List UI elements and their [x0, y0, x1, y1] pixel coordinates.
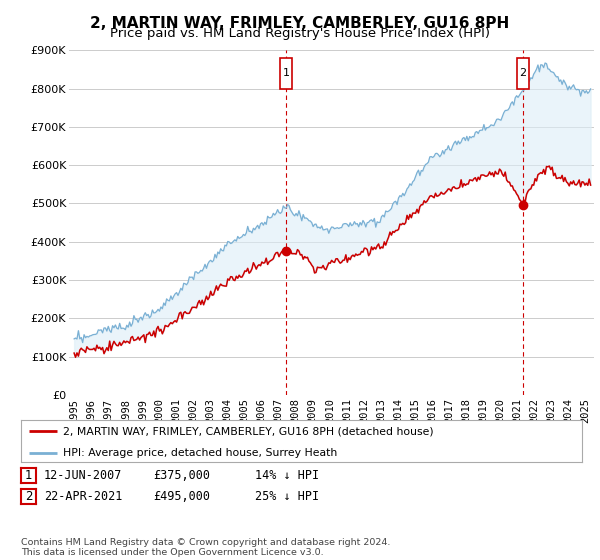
Text: 2: 2 — [25, 490, 32, 503]
FancyBboxPatch shape — [280, 58, 292, 88]
FancyBboxPatch shape — [517, 58, 529, 88]
Text: £495,000: £495,000 — [153, 490, 210, 503]
Text: 2, MARTIN WAY, FRIMLEY, CAMBERLEY, GU16 8PH (detached house): 2, MARTIN WAY, FRIMLEY, CAMBERLEY, GU16 … — [63, 426, 434, 436]
Text: 25% ↓ HPI: 25% ↓ HPI — [255, 490, 319, 503]
Text: 1: 1 — [25, 469, 32, 482]
Text: 1: 1 — [283, 68, 290, 78]
Text: Price paid vs. HM Land Registry's House Price Index (HPI): Price paid vs. HM Land Registry's House … — [110, 27, 490, 40]
Text: 12-JUN-2007: 12-JUN-2007 — [44, 469, 122, 482]
Text: 22-APR-2021: 22-APR-2021 — [44, 490, 122, 503]
Text: HPI: Average price, detached house, Surrey Heath: HPI: Average price, detached house, Surr… — [63, 448, 337, 458]
Text: Contains HM Land Registry data © Crown copyright and database right 2024.
This d: Contains HM Land Registry data © Crown c… — [21, 538, 391, 557]
Text: 14% ↓ HPI: 14% ↓ HPI — [255, 469, 319, 482]
Text: 2: 2 — [519, 68, 526, 78]
Text: £375,000: £375,000 — [153, 469, 210, 482]
Text: 2, MARTIN WAY, FRIMLEY, CAMBERLEY, GU16 8PH: 2, MARTIN WAY, FRIMLEY, CAMBERLEY, GU16 … — [91, 16, 509, 31]
